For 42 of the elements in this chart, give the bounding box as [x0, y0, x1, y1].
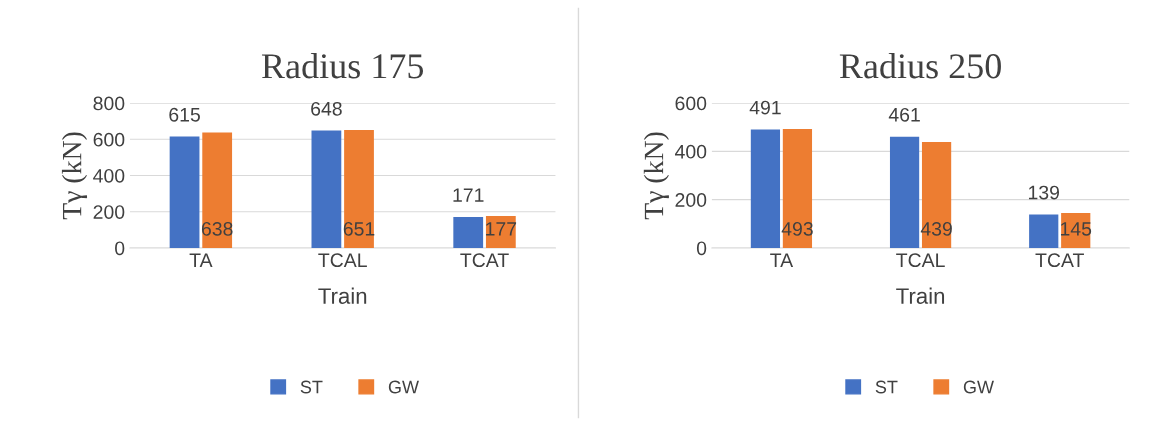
legend-label: ST: [300, 380, 323, 394]
y-tick-label: 400: [93, 168, 125, 183]
bar: [453, 216, 484, 248]
chart-title: Radius 250: [839, 53, 1001, 79]
data-label: 461: [888, 107, 920, 122]
chart-title: Radius 175: [261, 53, 424, 79]
bar: [889, 136, 920, 248]
legend-label: GW: [963, 380, 994, 394]
y-tick-label: 800: [93, 96, 125, 111]
data-label: 615: [169, 107, 200, 122]
bar: [311, 130, 342, 248]
bar: [344, 130, 374, 248]
x-tick-label: TCAL: [318, 253, 367, 268]
x-tick-label: TCAL: [896, 253, 945, 268]
data-label: 177: [486, 222, 517, 236]
y-tick-label: 200: [93, 205, 125, 219]
x-tick-label: TA: [770, 253, 794, 267]
legend-label: ST: [875, 380, 898, 394]
x-axis-title: Train: [896, 287, 945, 304]
data-label: 171: [453, 188, 484, 202]
bar: [1029, 214, 1059, 248]
x-tick-label: TCAT: [1035, 253, 1084, 268]
y-axis-title: Tγ (kN): [643, 132, 669, 220]
y-tick-label: 0: [115, 241, 125, 256]
x-axis-title: Train: [318, 287, 367, 304]
legend-label: GW: [388, 380, 419, 394]
bar: [782, 128, 813, 248]
y-tick-label: 600: [93, 132, 125, 147]
y-tick-label: 600: [675, 96, 707, 111]
bar: [921, 141, 952, 248]
data-label: 139: [1028, 185, 1060, 200]
bar: [169, 136, 200, 248]
y-tick-label: 400: [675, 144, 707, 159]
x-tick-label: TCAT: [460, 253, 509, 268]
data-label: 491: [749, 100, 781, 115]
y-axis-title: Tγ (kN): [61, 132, 88, 220]
y-tick-label: 0: [696, 241, 707, 256]
y-tick-label: 200: [675, 193, 707, 207]
data-label: 648: [311, 101, 342, 116]
x-tick-label: TA: [189, 253, 213, 267]
bar: [202, 132, 233, 248]
bar: [750, 129, 781, 248]
